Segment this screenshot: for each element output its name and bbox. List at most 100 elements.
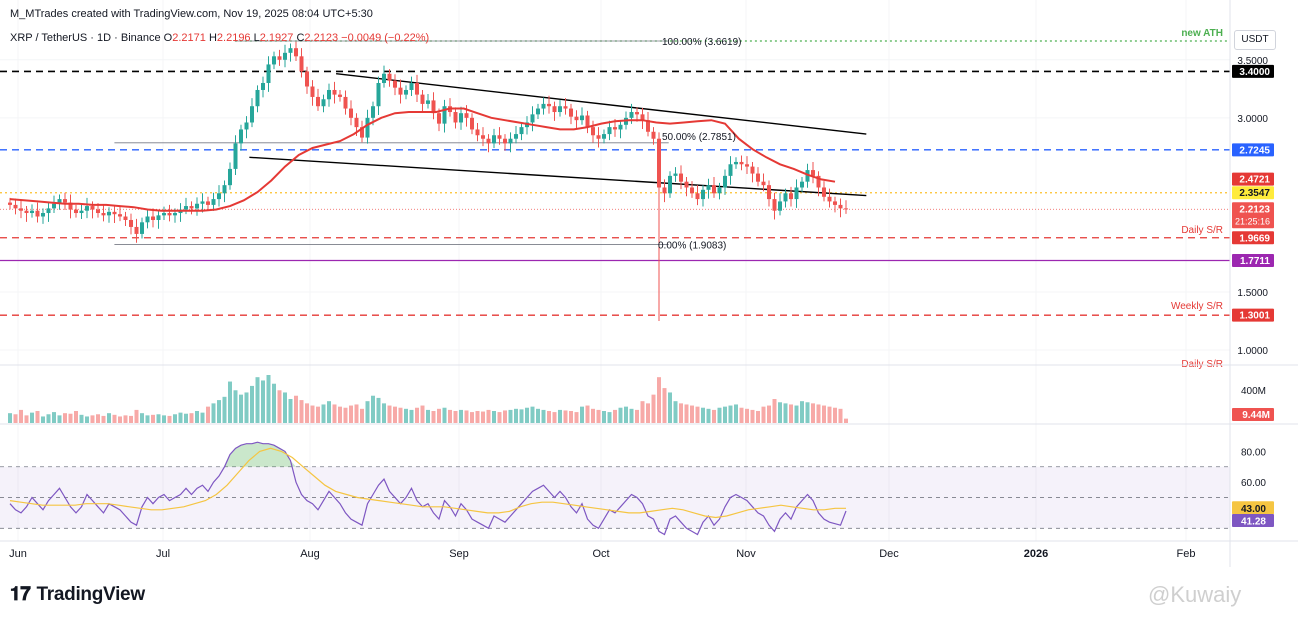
candle-body[interactable] bbox=[470, 117, 474, 130]
candle-body[interactable] bbox=[569, 108, 573, 117]
volume-bar[interactable] bbox=[420, 405, 425, 423]
main-pane[interactable] bbox=[0, 0, 1230, 364]
candle-body[interactable] bbox=[420, 94, 425, 104]
candle-body[interactable] bbox=[96, 209, 100, 214]
volume-bar[interactable] bbox=[299, 400, 304, 423]
volume-bar[interactable] bbox=[288, 399, 293, 423]
volume-bar[interactable] bbox=[761, 406, 766, 423]
upper-trendline[interactable] bbox=[336, 73, 867, 135]
candle-body[interactable] bbox=[222, 185, 227, 194]
candle-body[interactable] bbox=[646, 120, 650, 132]
candle-body[interactable] bbox=[189, 206, 194, 209]
candle-body[interactable] bbox=[503, 138, 507, 144]
volume-bar[interactable] bbox=[228, 381, 232, 423]
candle-body[interactable] bbox=[90, 206, 95, 210]
volume-bar[interactable] bbox=[607, 412, 612, 423]
candle-body[interactable] bbox=[514, 134, 518, 139]
volume-bar[interactable] bbox=[178, 412, 183, 423]
moving-average-line[interactable] bbox=[9, 107, 836, 212]
candle-body[interactable] bbox=[475, 129, 480, 136]
candle-body[interactable] bbox=[431, 100, 436, 114]
volume-bar[interactable] bbox=[624, 406, 628, 423]
volume-bar[interactable] bbox=[145, 415, 150, 423]
candle-body[interactable] bbox=[129, 219, 133, 227]
candle-body[interactable] bbox=[85, 206, 89, 211]
volume-bar[interactable] bbox=[580, 406, 584, 423]
volume-bar[interactable] bbox=[382, 403, 386, 423]
volume-bar[interactable] bbox=[123, 415, 128, 423]
candle-body[interactable] bbox=[206, 201, 210, 205]
candle-body[interactable] bbox=[508, 138, 513, 144]
volume-bar[interactable] bbox=[217, 400, 221, 423]
volume-bar[interactable] bbox=[745, 408, 749, 423]
candle-body[interactable] bbox=[376, 83, 381, 107]
volume-bar[interactable] bbox=[822, 405, 826, 423]
candle-body[interactable] bbox=[662, 187, 667, 194]
candle-body[interactable] bbox=[409, 83, 414, 90]
candle-body[interactable] bbox=[387, 73, 392, 81]
volume-bar[interactable] bbox=[74, 411, 78, 423]
candle-body[interactable] bbox=[519, 127, 524, 135]
volume-bar[interactable] bbox=[547, 411, 551, 423]
candle-body[interactable] bbox=[756, 173, 760, 182]
volume-bar[interactable] bbox=[475, 411, 480, 423]
volume-bar[interactable] bbox=[651, 394, 656, 423]
candle-body[interactable] bbox=[613, 127, 617, 130]
candle-body[interactable] bbox=[35, 210, 40, 217]
candle-body[interactable] bbox=[706, 185, 711, 190]
candle-body[interactable] bbox=[277, 56, 282, 60]
volume-bar[interactable] bbox=[640, 401, 645, 423]
volume-bar[interactable] bbox=[239, 394, 243, 423]
candle-body[interactable] bbox=[354, 117, 359, 128]
candle-body[interactable] bbox=[299, 56, 304, 72]
volume-bar[interactable] bbox=[838, 408, 843, 423]
volume-bar[interactable] bbox=[376, 397, 381, 423]
volume-bar[interactable] bbox=[173, 414, 177, 423]
candle-body[interactable] bbox=[739, 161, 744, 165]
volume-bar[interactable] bbox=[107, 413, 111, 423]
candle-body[interactable] bbox=[783, 193, 788, 202]
candle-body[interactable] bbox=[734, 161, 738, 165]
volume-bar[interactable] bbox=[574, 412, 579, 423]
volume-bar[interactable] bbox=[453, 411, 458, 423]
candle-body[interactable] bbox=[453, 112, 458, 123]
candle-body[interactable] bbox=[800, 181, 804, 188]
volume-bar[interactable] bbox=[530, 406, 535, 423]
candle-body[interactable] bbox=[415, 83, 419, 95]
candle-body[interactable] bbox=[162, 213, 166, 216]
volume-bar[interactable] bbox=[591, 408, 595, 423]
volume-bar[interactable] bbox=[41, 416, 45, 423]
volume-bar[interactable] bbox=[596, 409, 601, 423]
candle-body[interactable] bbox=[442, 106, 447, 124]
volume-bar[interactable] bbox=[261, 380, 265, 423]
volume-bar[interactable] bbox=[118, 416, 122, 423]
volume-bar[interactable] bbox=[46, 414, 51, 423]
volume-bar[interactable] bbox=[464, 410, 469, 423]
candle-body[interactable] bbox=[668, 175, 672, 194]
volume-bar[interactable] bbox=[673, 401, 678, 423]
candle-body[interactable] bbox=[360, 127, 364, 138]
volume-bar[interactable] bbox=[701, 407, 705, 423]
candle-body[interactable] bbox=[140, 222, 144, 234]
candle-body[interactable] bbox=[156, 215, 161, 220]
candle-body[interactable] bbox=[41, 213, 45, 217]
volume-bar[interactable] bbox=[684, 404, 689, 423]
volume-bar[interactable] bbox=[783, 403, 788, 423]
candle-body[interactable] bbox=[217, 193, 221, 200]
candle-body[interactable] bbox=[789, 193, 793, 200]
volume-bar[interactable] bbox=[52, 412, 56, 423]
volume-bar[interactable] bbox=[316, 406, 320, 423]
volume-bar[interactable] bbox=[184, 413, 188, 423]
candle-body[interactable] bbox=[272, 56, 276, 65]
candle-body[interactable] bbox=[250, 106, 254, 123]
volume-bar[interactable] bbox=[244, 392, 249, 423]
volume-bar[interactable] bbox=[486, 409, 491, 423]
volume-bar[interactable] bbox=[552, 412, 557, 423]
candle-body[interactable] bbox=[563, 106, 568, 109]
candle-body[interactable] bbox=[74, 209, 78, 214]
candle-body[interactable] bbox=[283, 52, 287, 60]
candle-body[interactable] bbox=[167, 213, 172, 216]
volume-bar[interactable] bbox=[272, 383, 276, 423]
candle-body[interactable] bbox=[151, 216, 155, 220]
